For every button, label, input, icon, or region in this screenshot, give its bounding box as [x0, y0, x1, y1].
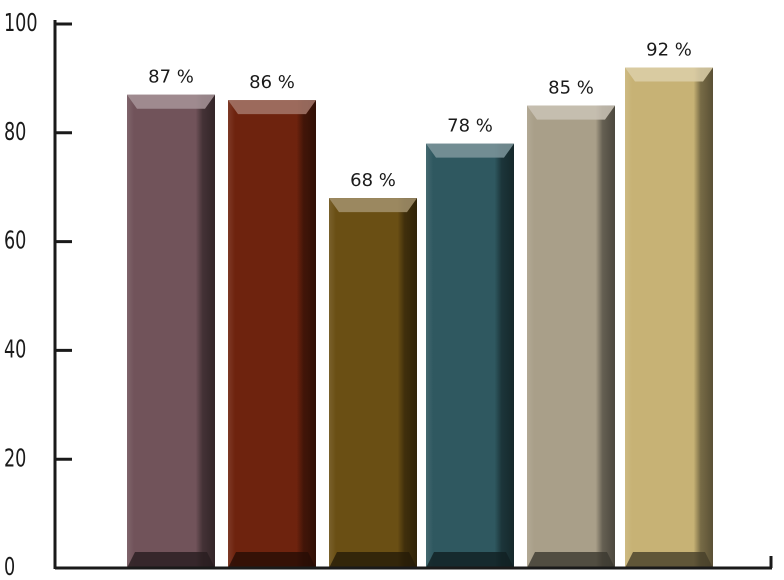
bar-body — [527, 105, 615, 568]
bar-top-bevel — [228, 100, 316, 115]
bar-3 — [329, 198, 417, 568]
bar-body — [127, 94, 215, 568]
bar-bottom-shadow — [527, 552, 615, 568]
data-label: 85 % — [548, 78, 594, 99]
bar-body — [329, 198, 417, 568]
bar-6 — [625, 67, 713, 569]
bar-top-bevel — [329, 198, 417, 213]
data-label: 78 % — [447, 116, 493, 137]
data-label: 87 % — [148, 67, 194, 88]
bar-body — [228, 100, 316, 568]
bar-2 — [228, 100, 316, 568]
y-tick-label: 60 — [4, 227, 26, 256]
bar-1 — [127, 94, 215, 568]
data-label: 86 % — [249, 72, 295, 93]
y-tick-label: 20 — [4, 444, 26, 473]
bar-bottom-shadow — [625, 552, 713, 568]
bar-body — [625, 67, 713, 569]
bars — [127, 67, 713, 569]
data-label: 92 % — [646, 40, 692, 61]
data-label: 68 % — [350, 170, 396, 191]
y-tick-label: 40 — [4, 335, 26, 364]
bar-top-bevel — [127, 94, 215, 109]
y-tick-label: 0 — [4, 553, 15, 580]
y-tick-label: 100 — [4, 9, 38, 38]
bar-top-bevel — [527, 105, 615, 120]
y-axis-ticks: 0 20 40 60 80 100 — [4, 9, 72, 580]
bar-top-bevel — [625, 67, 713, 82]
bar-top-bevel — [426, 143, 514, 158]
bar-5 — [527, 105, 615, 568]
bar-bottom-shadow — [329, 552, 417, 568]
bar-body — [426, 143, 514, 568]
bar-4 — [426, 143, 514, 568]
bar-bottom-shadow — [426, 552, 514, 568]
y-tick-label: 80 — [4, 118, 26, 147]
data-labels: 87 % 86 % 68 % 78 % 85 % 92 % — [148, 40, 692, 192]
bar-bottom-shadow — [228, 552, 316, 568]
axes — [53, 20, 773, 570]
bar-bottom-shadow — [127, 552, 215, 568]
